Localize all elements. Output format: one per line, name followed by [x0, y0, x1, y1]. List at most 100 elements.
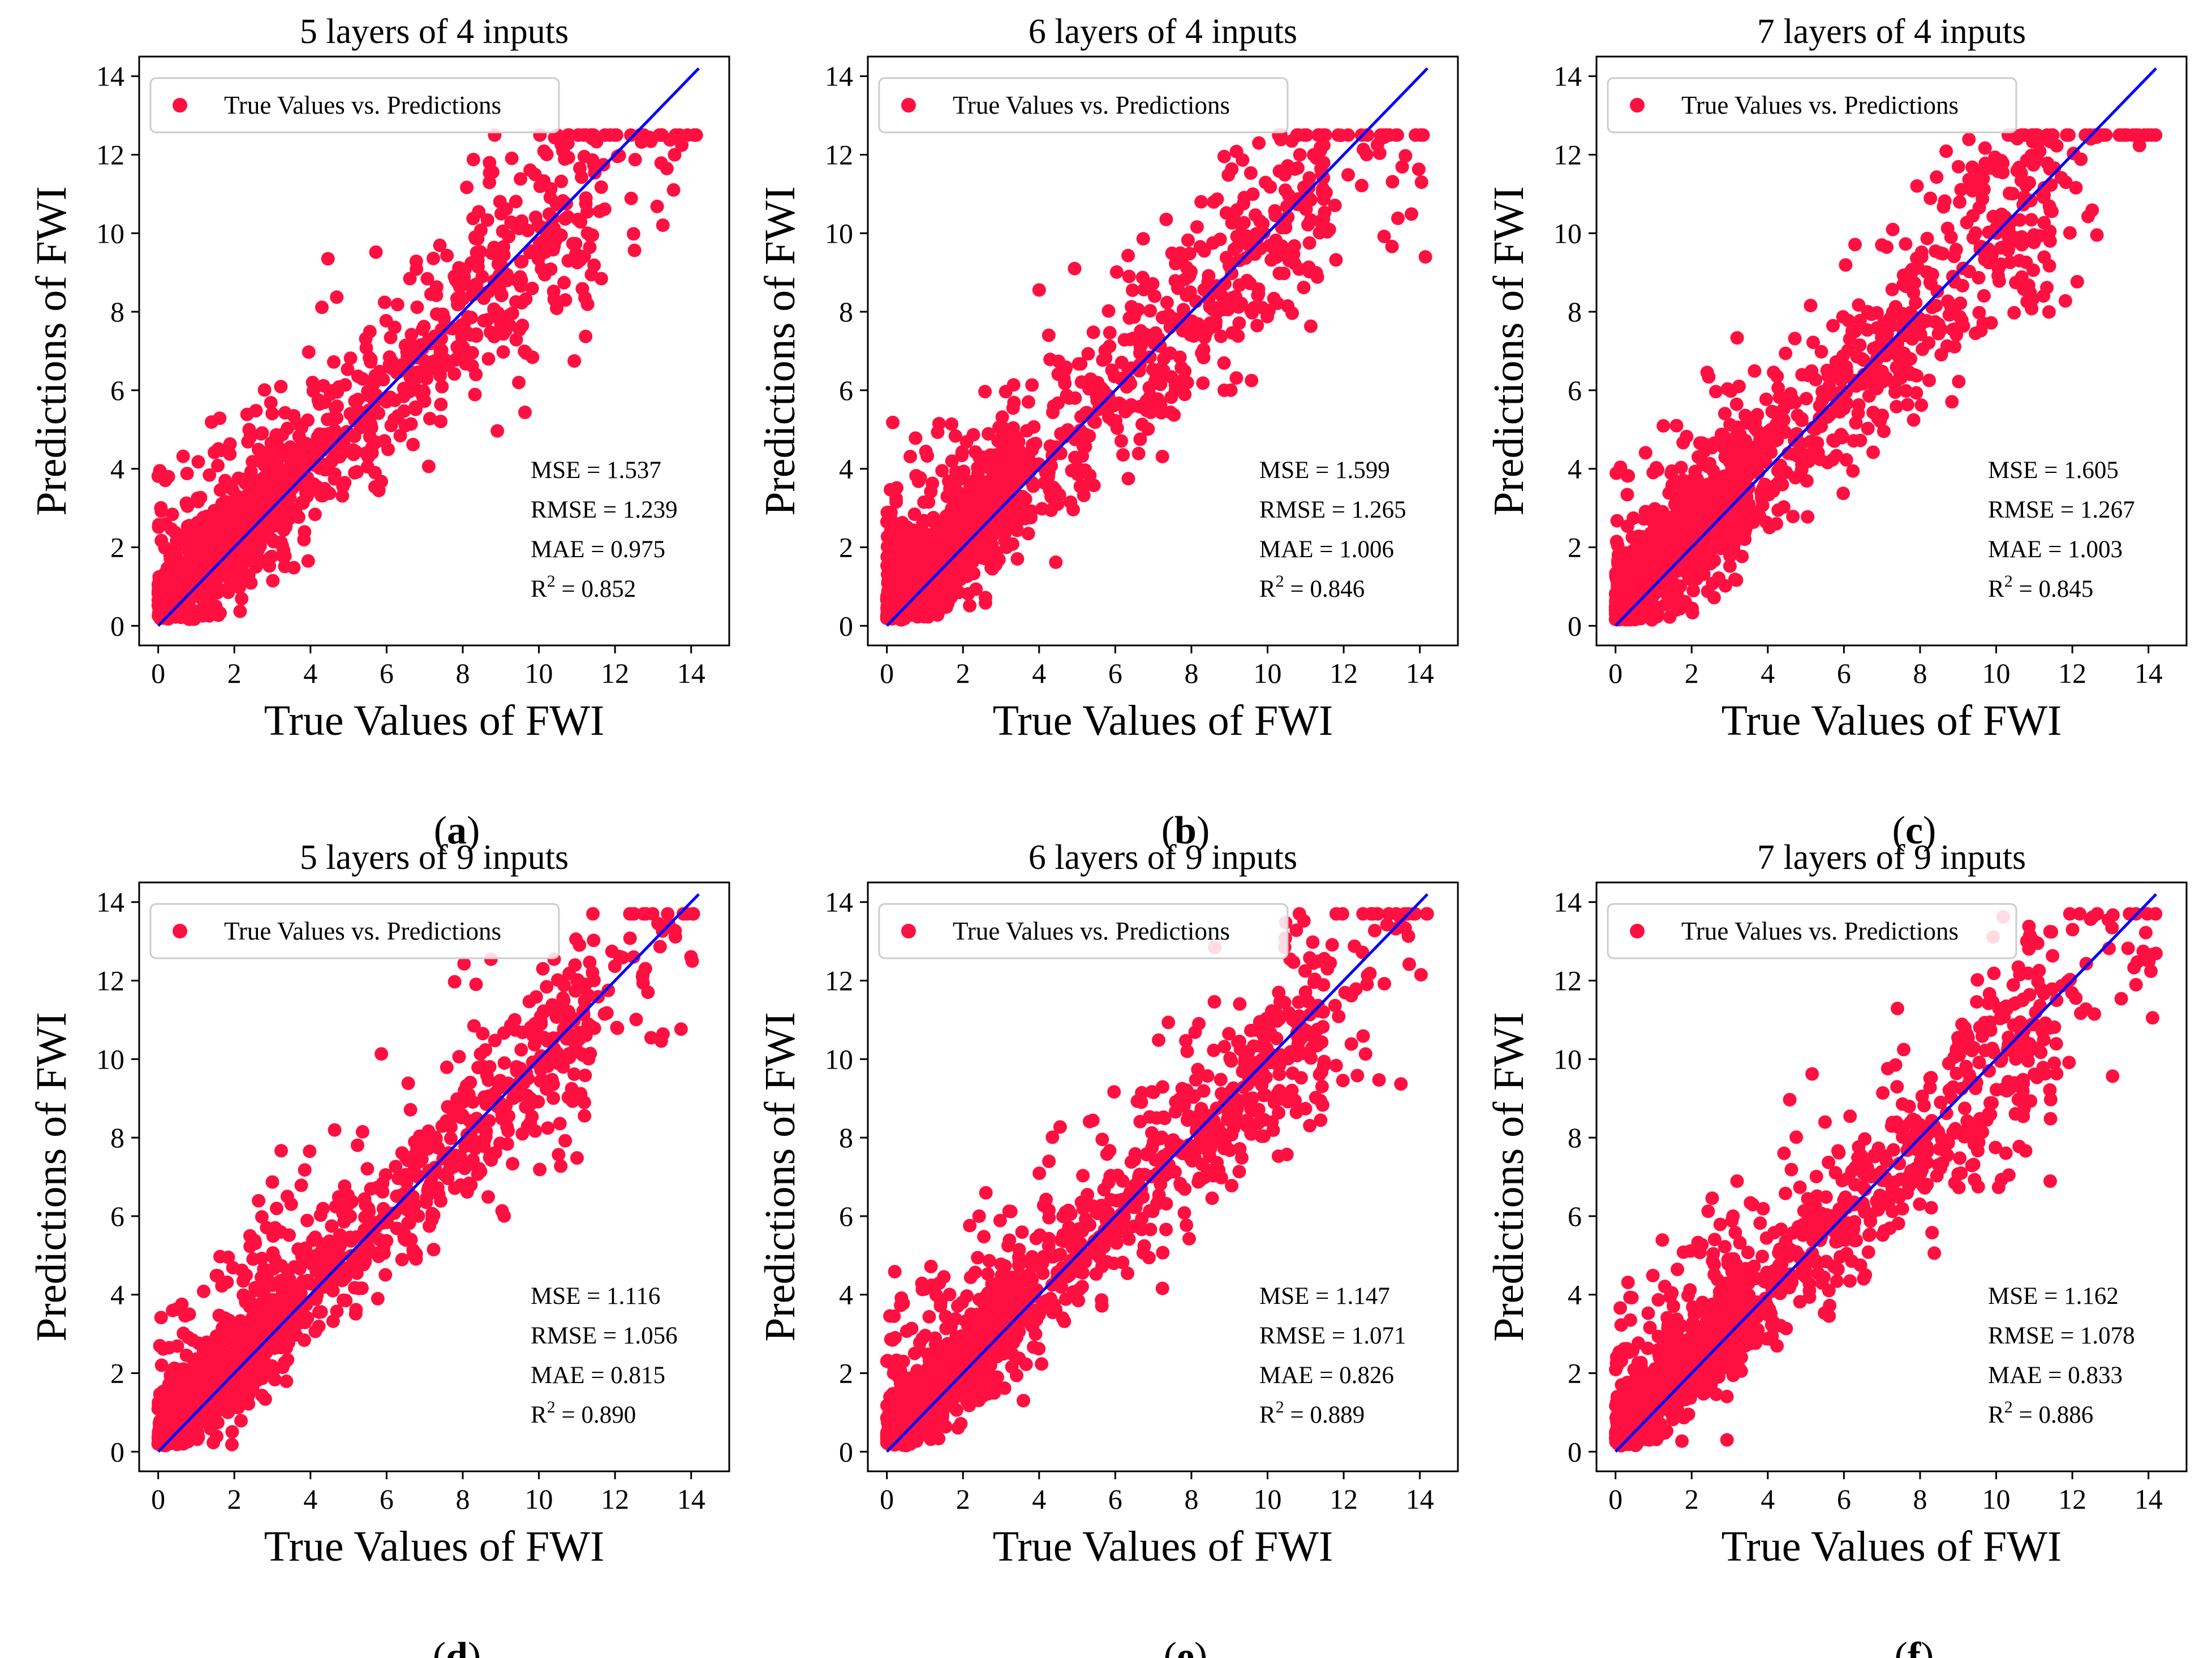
- data-point: [384, 330, 398, 344]
- data-point: [2043, 225, 2057, 238]
- data-point: [995, 410, 1009, 424]
- data-point: [1126, 283, 1139, 297]
- data-point: [259, 486, 273, 501]
- data-point: [1625, 530, 1639, 544]
- data-point: [917, 495, 931, 509]
- data-point: [1954, 183, 1968, 197]
- y-tick-label: 2: [110, 532, 124, 563]
- data-point: [176, 449, 190, 463]
- data-point: [948, 429, 962, 443]
- data-point: [1862, 389, 1876, 403]
- legend: True Values vs. Predictions: [1607, 77, 2017, 133]
- data-point: [1108, 369, 1122, 384]
- data-point: [1770, 369, 1784, 384]
- y-tick-label: 8: [839, 296, 853, 328]
- data-point: [1395, 160, 1409, 174]
- data-point: [571, 128, 585, 142]
- data-point: [523, 246, 537, 260]
- y-tick-label: 0: [839, 610, 853, 641]
- data-point: [1026, 479, 1040, 493]
- data-point: [675, 138, 689, 152]
- data-point: [1686, 527, 1700, 541]
- legend-box: [149, 77, 560, 133]
- data-point: [1877, 424, 1891, 438]
- data-point: [2024, 213, 2038, 227]
- data-point: [1788, 331, 1802, 346]
- data-point: [1316, 138, 1331, 152]
- data-point: [543, 191, 557, 205]
- data-point: [653, 940, 667, 954]
- data-point: [351, 393, 365, 407]
- data-point: [597, 202, 612, 216]
- data-point: [163, 579, 177, 593]
- data-point: [578, 1109, 592, 1123]
- data-point: [196, 511, 210, 524]
- data-point: [1610, 514, 1624, 528]
- data-point: [985, 482, 1000, 496]
- data-point: [2042, 305, 2056, 319]
- data-point: [1706, 576, 1720, 591]
- data-point: [1786, 447, 1800, 461]
- data-point: [2070, 275, 2084, 288]
- data-point: [955, 472, 969, 486]
- data-point: [1194, 195, 1208, 209]
- data-point: [1746, 448, 1760, 462]
- data-point: [1268, 204, 1282, 218]
- x-tick-label: 14: [677, 657, 705, 689]
- data-point: [1658, 597, 1672, 611]
- data-point: [1703, 544, 1718, 558]
- data-point: [1027, 420, 1041, 434]
- data-point: [1253, 214, 1267, 228]
- data-point: [1168, 378, 1182, 392]
- data-point: [1936, 200, 1951, 214]
- data-point: [931, 425, 945, 440]
- data-point: [1620, 519, 1634, 533]
- data-point: [966, 428, 980, 442]
- data-point: [623, 931, 637, 945]
- data-point: [2062, 128, 2076, 142]
- data-point: [1686, 584, 1701, 597]
- data-point: [312, 1305, 326, 1319]
- data-point: [1240, 229, 1254, 243]
- data-point: [1861, 305, 1875, 319]
- data-point: [995, 510, 1009, 524]
- data-point: [975, 480, 989, 494]
- data-point: [1173, 350, 1187, 364]
- data-point: [1277, 266, 1291, 281]
- data-point: [636, 128, 651, 142]
- data-point: [276, 549, 290, 563]
- data-point: [1307, 148, 1320, 162]
- legend: True Values vs. Predictions: [149, 77, 560, 133]
- chart-title: 5 layers of 9 inputs: [300, 838, 569, 877]
- scatter-points: [151, 128, 703, 626]
- data-point: [1251, 286, 1266, 300]
- reference-line: [157, 67, 700, 627]
- data-point: [1225, 266, 1239, 281]
- data-point: [1671, 491, 1684, 505]
- data-point: [481, 352, 496, 366]
- data-point: [1625, 583, 1639, 597]
- data-point: [1292, 197, 1306, 212]
- data-point: [1293, 148, 1307, 162]
- data-point: [890, 481, 903, 495]
- data-point: [196, 559, 210, 574]
- data-point: [1909, 386, 1923, 400]
- x-tick-label: 12: [601, 657, 629, 689]
- data-point: [1738, 408, 1752, 423]
- y-tick-label: 14: [825, 61, 853, 92]
- data-point: [669, 128, 682, 142]
- legend-label: True Values vs. Predictions: [1681, 91, 1959, 119]
- legend: True Values vs. Predictions: [878, 77, 1289, 133]
- data-point: [1165, 246, 1179, 260]
- data-point: [978, 532, 992, 546]
- data-point: [480, 213, 494, 227]
- data-point: [913, 471, 927, 485]
- data-point: [360, 1162, 375, 1176]
- data-point: [1779, 346, 1793, 360]
- data-point: [421, 1124, 436, 1138]
- data-point: [1867, 372, 1881, 386]
- data-point: [1972, 271, 1986, 285]
- data-point: [453, 280, 467, 294]
